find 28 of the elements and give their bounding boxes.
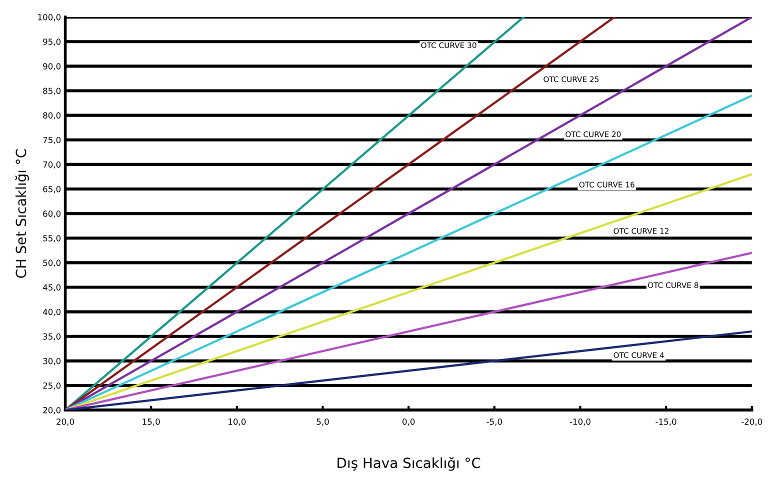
y-tick-label: 60,0 bbox=[43, 210, 61, 218]
x-tick-label: 0,0 bbox=[402, 418, 415, 426]
x-tick-label: 5,0 bbox=[316, 418, 329, 426]
y-tick-label: 70,0 bbox=[43, 161, 61, 169]
x-tick-label: 20,0 bbox=[56, 418, 74, 426]
y-tick-label: 75,0 bbox=[43, 136, 61, 144]
y-tick-label: 55,0 bbox=[43, 235, 61, 242]
y-tick-label: 45,0 bbox=[42, 284, 61, 292]
y-tick-label: 85,0 bbox=[43, 88, 61, 95]
x-axis-title: Dış Hava Sıcaklığı °C bbox=[338, 457, 480, 471]
y-tick-label: 30,0 bbox=[43, 358, 61, 366]
y-tick-label: 100,0 bbox=[38, 14, 61, 22]
y-tick-label: 20,0 bbox=[43, 407, 61, 414]
x-tick-label: 15,0 bbox=[142, 418, 160, 426]
x-tick-label: -15,0 bbox=[656, 418, 676, 426]
x-tick-label: 10,0 bbox=[228, 418, 246, 426]
y-tick-label: 80,0 bbox=[43, 112, 61, 120]
y-tick-label: 35,0 bbox=[43, 333, 61, 340]
y-tick-label: 65,0 bbox=[43, 186, 61, 194]
x-tick-label: -5,0 bbox=[486, 418, 502, 426]
x-tick-label: -10,0 bbox=[570, 418, 590, 426]
y-tick-label: 40,0 bbox=[42, 308, 61, 316]
y-tick-label: 90,0 bbox=[43, 63, 61, 70]
x-tick-label: -20,0 bbox=[742, 418, 762, 426]
y-tick-label: 25,0 bbox=[43, 382, 61, 390]
y-tick-label: 50,0 bbox=[43, 260, 61, 267]
y-tick-label: 95,0 bbox=[43, 38, 61, 46]
y-axis-title: CH Set Sıcaklığı °C bbox=[15, 149, 29, 278]
